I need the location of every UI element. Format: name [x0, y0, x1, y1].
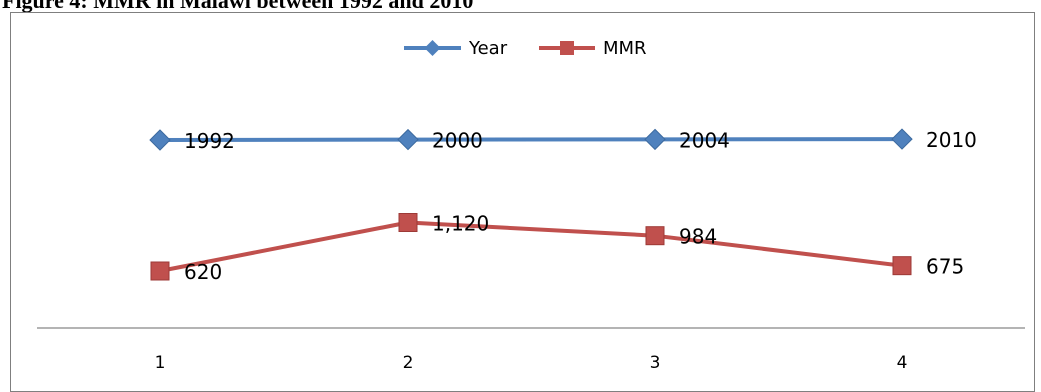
x-tick-label: 4 — [897, 353, 908, 373]
data-label: 984 — [679, 225, 717, 249]
figure-title: Figure 4: MMR in Malawi between 1992 and… — [2, 0, 474, 13]
data-point-marker — [398, 213, 418, 232]
data-point-marker — [149, 129, 171, 151]
data-label: 620 — [184, 260, 222, 284]
x-tick-label: 1 — [155, 353, 166, 373]
x-tick-label: 3 — [650, 353, 661, 373]
chart-frame — [10, 12, 1035, 392]
line-chart: 1 2 3 4 1992 2000 2004 2010 620 1,120 984 675 Year MM… — [37, 38, 1025, 373]
data-label: 675 — [926, 255, 964, 279]
legend-label: Year — [468, 38, 508, 59]
legend-marker — [424, 40, 441, 56]
data-point-marker — [891, 128, 913, 150]
data-point-marker — [644, 128, 666, 151]
data-label: 2000 — [432, 129, 483, 153]
data-label: 2010 — [926, 128, 977, 152]
data-label: 1,120 — [432, 212, 489, 236]
series-line-year — [159, 137, 903, 142]
data-label: 1992 — [184, 129, 235, 153]
legend-marker — [560, 41, 574, 55]
legend-label: MMR — [603, 38, 647, 59]
data-point-marker — [892, 256, 912, 276]
data-point-marker — [397, 128, 419, 151]
x-tick-label: 2 — [403, 353, 414, 373]
data-point-marker — [150, 261, 170, 281]
data-label: 2004 — [679, 128, 730, 152]
series-line-mmr — [159, 220, 903, 273]
data-point-marker — [645, 226, 665, 246]
